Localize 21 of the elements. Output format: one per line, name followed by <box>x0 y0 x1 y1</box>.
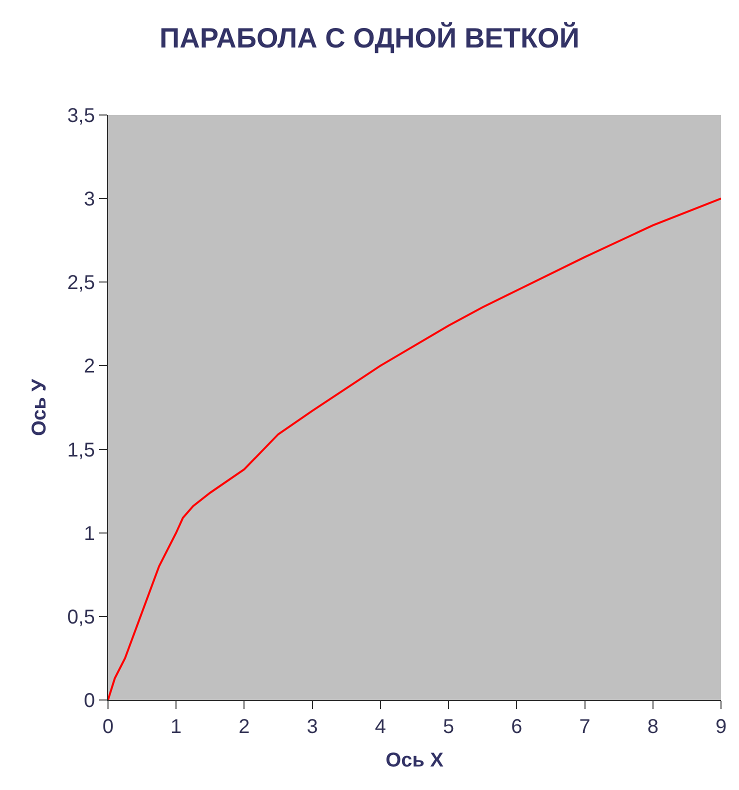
x-tick-label: 8 <box>647 716 658 738</box>
x-tick-label: 2 <box>238 716 250 738</box>
x-tick-label: 1 <box>170 716 182 738</box>
y-tick-label: 3 <box>84 188 95 211</box>
x-tick-label: 4 <box>374 716 386 738</box>
y-axis-title: Ось У <box>28 378 51 436</box>
x-tick-label: 7 <box>579 716 590 738</box>
y-tick-label: 1 <box>84 522 95 545</box>
y-tick-label: 2,5 <box>67 272 95 294</box>
y-tick-label: 1,5 <box>67 439 95 462</box>
y-tick-label: 3,5 <box>67 105 95 127</box>
x-axis-title: Ось Х <box>386 750 444 772</box>
chart-title: ПАРАБОЛА С ОДНОЙ ВЕТКОЙ <box>160 21 580 54</box>
y-tick-label: 0 <box>84 690 95 712</box>
x-tick-label: 0 <box>102 716 114 738</box>
x-tick-label: 9 <box>715 716 727 738</box>
y-tick-label: 2 <box>84 356 95 378</box>
x-tick-label: 5 <box>442 716 454 738</box>
x-tick-label: 6 <box>511 716 522 738</box>
y-tick-label: 0,5 <box>67 606 95 628</box>
x-tick-label: 3 <box>306 716 318 738</box>
